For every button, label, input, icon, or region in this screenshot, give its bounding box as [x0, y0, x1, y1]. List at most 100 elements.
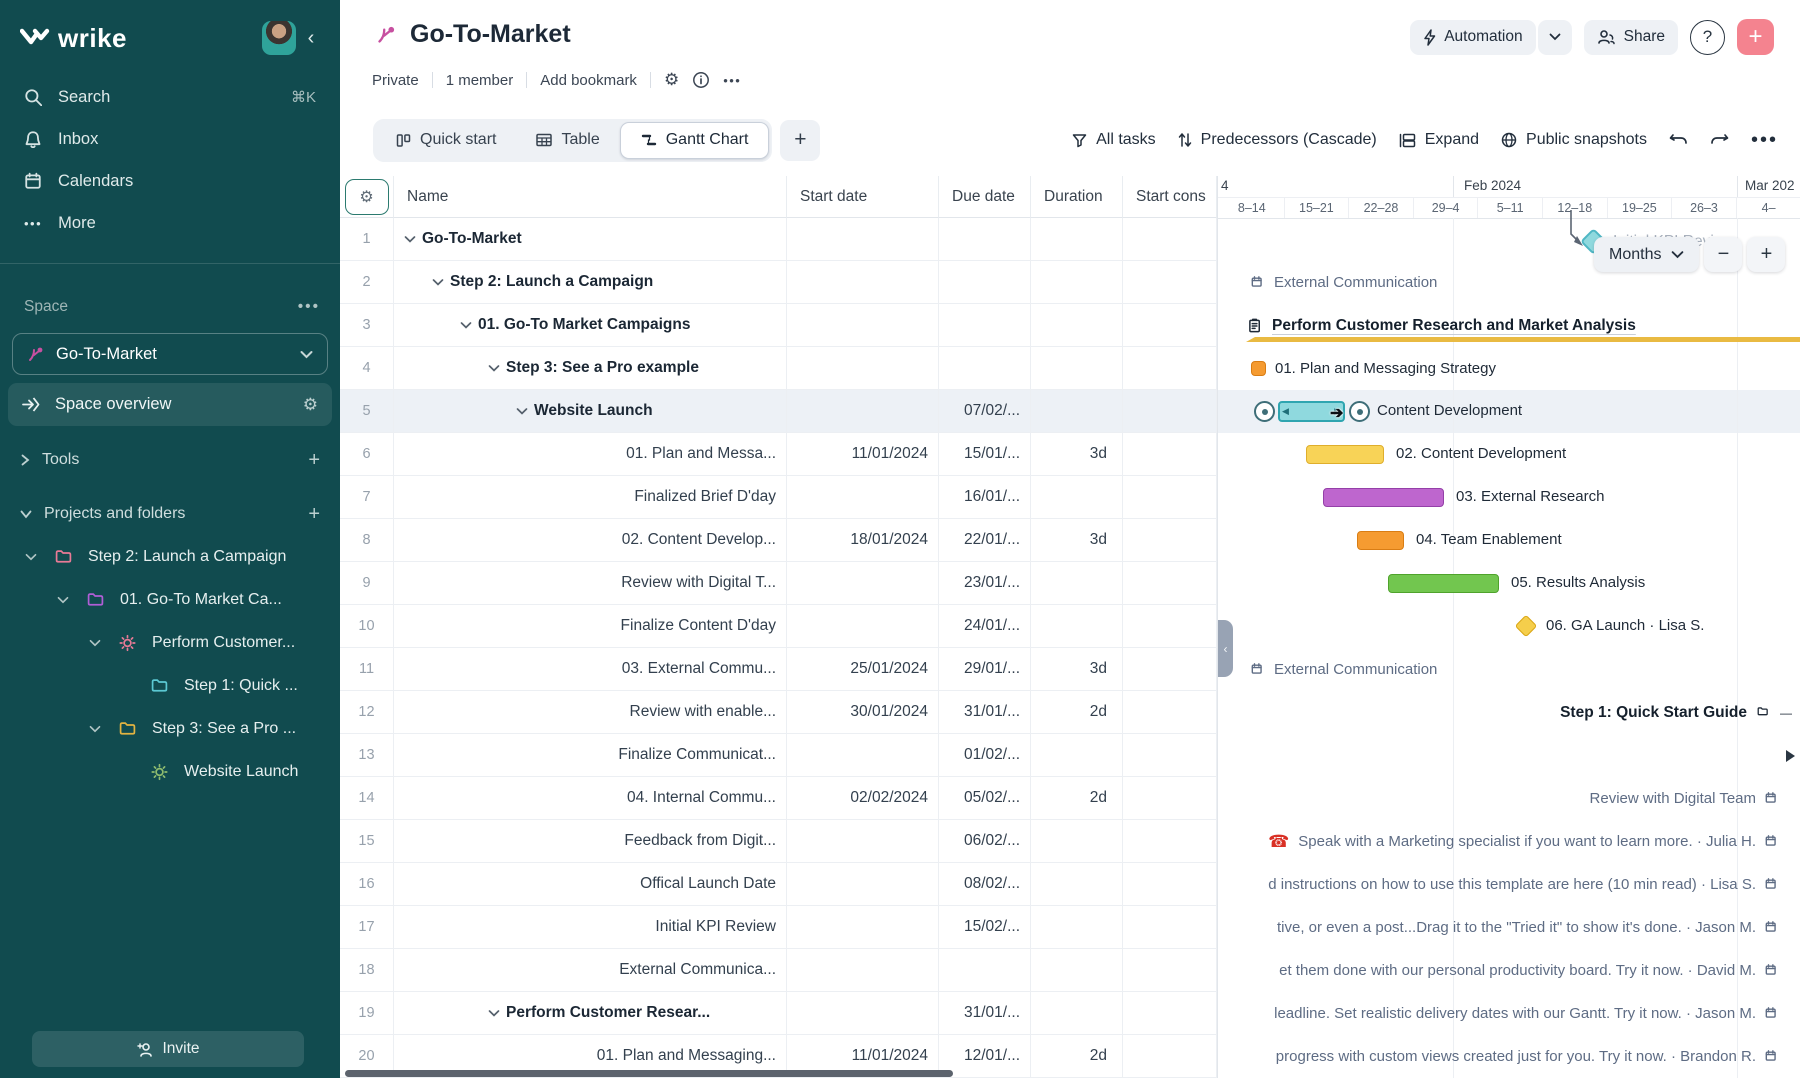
- table-row[interactable]: 2Step 2: Launch a Campaign: [340, 261, 1217, 304]
- cell-duration[interactable]: [1031, 906, 1123, 949]
- redo-button[interactable]: [1710, 132, 1729, 148]
- cell-due-date[interactable]: [939, 304, 1031, 347]
- avatar[interactable]: [262, 21, 296, 55]
- sidebar-tree-item[interactable]: Perform Customer...: [0, 621, 340, 664]
- chevron-down-icon[interactable]: [514, 407, 530, 415]
- cell-start-date[interactable]: [787, 218, 939, 261]
- cell-duration[interactable]: [1031, 476, 1123, 519]
- cell-due-date[interactable]: 23/01/...: [939, 562, 1031, 605]
- cell-start-constraint[interactable]: [1123, 347, 1217, 390]
- cell-start-date[interactable]: [787, 734, 939, 777]
- sidebar-tree-item[interactable]: Step 1: Quick ...: [0, 664, 340, 707]
- cell-start-constraint[interactable]: [1123, 648, 1217, 691]
- cell-start-date[interactable]: [787, 304, 939, 347]
- cell-start-constraint[interactable]: [1123, 992, 1217, 1035]
- table-row[interactable]: 10Finalize Content D'day24/01/...: [340, 605, 1217, 648]
- chevron-down-icon[interactable]: [486, 1009, 502, 1017]
- sidebar-collapse-button[interactable]: ‹: [296, 23, 326, 53]
- cell-start-date[interactable]: 02/02/2024: [787, 777, 939, 820]
- cell-due-date[interactable]: 07/02/...: [939, 390, 1031, 433]
- cell-due-date[interactable]: 06/02/...: [939, 820, 1031, 863]
- cell-duration[interactable]: 2d: [1031, 1035, 1123, 1078]
- cell-start-constraint[interactable]: [1123, 304, 1217, 347]
- cell-start-date[interactable]: [787, 261, 939, 304]
- cell-name[interactable]: Review with Digital T...: [394, 562, 787, 605]
- cell-duration[interactable]: [1031, 390, 1123, 433]
- expand-right-icon[interactable]: [1786, 750, 1795, 762]
- sidebar-item-inbox[interactable]: Inbox: [0, 118, 340, 160]
- cell-name[interactable]: Finalize Content D'day: [394, 605, 787, 648]
- cell-due-date[interactable]: [939, 218, 1031, 261]
- cell-duration[interactable]: [1031, 605, 1123, 648]
- expand-button[interactable]: Expand: [1399, 131, 1479, 149]
- cell-start-date[interactable]: [787, 476, 939, 519]
- table-row[interactable]: 1404. Internal Commu...02/02/202405/02/.…: [340, 777, 1217, 820]
- more-icon[interactable]: •••: [723, 73, 741, 88]
- timescale-dropdown[interactable]: Months: [1594, 237, 1699, 272]
- more-actions-button[interactable]: •••: [1751, 129, 1778, 152]
- cell-start-date[interactable]: 25/01/2024: [787, 648, 939, 691]
- column-header-duration[interactable]: Duration: [1031, 176, 1123, 218]
- info-icon[interactable]: [692, 71, 710, 89]
- cell-name[interactable]: Finalized Brief D'day: [394, 476, 787, 519]
- table-row[interactable]: 18External Communica...: [340, 949, 1217, 992]
- sidebar-item-projects[interactable]: Projects and folders +: [0, 494, 340, 534]
- table-row[interactable]: 16Offical Launch Date08/02/...: [340, 863, 1217, 906]
- cell-name[interactable]: Feedback from Digit...: [394, 820, 787, 863]
- chevron-down-icon[interactable]: [486, 364, 502, 372]
- sidebar-item-space-overview[interactable]: Space overview ⚙: [8, 383, 332, 426]
- gantt-bar[interactable]: [1323, 488, 1444, 507]
- add-tool-icon[interactable]: +: [308, 449, 320, 472]
- cell-due-date[interactable]: [939, 949, 1031, 992]
- gear-icon[interactable]: ⚙: [303, 395, 318, 415]
- cell-start-date[interactable]: 30/01/2024: [787, 691, 939, 734]
- cell-start-constraint[interactable]: [1123, 863, 1217, 906]
- cell-start-constraint[interactable]: [1123, 1035, 1217, 1078]
- cell-due-date[interactable]: 16/01/...: [939, 476, 1031, 519]
- column-header-start-cons[interactable]: Start cons: [1123, 176, 1217, 218]
- cell-start-constraint[interactable]: [1123, 433, 1217, 476]
- cell-duration[interactable]: 3d: [1031, 648, 1123, 691]
- cell-name[interactable]: Finalize Communicat...: [394, 734, 787, 777]
- cell-start-constraint[interactable]: [1123, 562, 1217, 605]
- cell-name[interactable]: Initial KPI Review: [394, 906, 787, 949]
- table-row[interactable]: 13Finalize Communicat...01/02/...: [340, 734, 1217, 777]
- cell-duration[interactable]: [1031, 820, 1123, 863]
- gantt-collapse-handle[interactable]: ‹: [1218, 620, 1233, 677]
- table-row[interactable]: 9Review with Digital T...23/01/...: [340, 562, 1217, 605]
- cell-due-date[interactable]: 15/01/...: [939, 433, 1031, 476]
- table-settings-button[interactable]: ⚙: [345, 179, 389, 215]
- meta-item[interactable]: Private: [372, 72, 419, 89]
- tab-quick-start[interactable]: Quick start: [376, 122, 516, 159]
- table-row[interactable]: 4Step 3: See a Pro example: [340, 347, 1217, 390]
- cell-due-date[interactable]: 15/02/...: [939, 906, 1031, 949]
- cell-name[interactable]: 01. Plan and Messa...: [394, 433, 787, 476]
- cell-name[interactable]: External Communica...: [394, 949, 787, 992]
- cell-name[interactable]: 02. Content Develop...: [394, 519, 787, 562]
- help-button[interactable]: ?: [1690, 20, 1725, 55]
- cell-due-date[interactable]: 22/01/...: [939, 519, 1031, 562]
- cell-duration[interactable]: 2d: [1031, 777, 1123, 820]
- cell-due-date[interactable]: 01/02/...: [939, 734, 1031, 777]
- cell-name[interactable]: Step 2: Launch a Campaign: [394, 261, 787, 304]
- add-project-icon[interactable]: +: [308, 503, 320, 526]
- share-button[interactable]: Share: [1584, 20, 1678, 55]
- cell-duration[interactable]: 3d: [1031, 519, 1123, 562]
- table-row[interactable]: 15Feedback from Digit...06/02/...: [340, 820, 1217, 863]
- task-color-chip[interactable]: [1251, 361, 1266, 376]
- gear-icon[interactable]: ⚙: [664, 70, 679, 90]
- cell-start-date[interactable]: [787, 390, 939, 433]
- table-row[interactable]: 601. Plan and Messa...11/01/202415/01/..…: [340, 433, 1217, 476]
- horizontal-scrollbar[interactable]: [345, 1070, 953, 1077]
- gantt-bar[interactable]: [1388, 574, 1499, 593]
- zoom-in-button[interactable]: +: [1747, 237, 1785, 272]
- cell-start-date[interactable]: [787, 906, 939, 949]
- sidebar-tree-item[interactable]: Website Launch: [0, 750, 340, 793]
- cell-start-constraint[interactable]: [1123, 218, 1217, 261]
- cell-duration[interactable]: 2d: [1031, 691, 1123, 734]
- cell-name[interactable]: Step 3: See a Pro example: [394, 347, 787, 390]
- invite-button[interactable]: Invite: [32, 1031, 304, 1067]
- cell-due-date[interactable]: [939, 261, 1031, 304]
- cell-start-constraint[interactable]: [1123, 777, 1217, 820]
- cell-start-date[interactable]: [787, 820, 939, 863]
